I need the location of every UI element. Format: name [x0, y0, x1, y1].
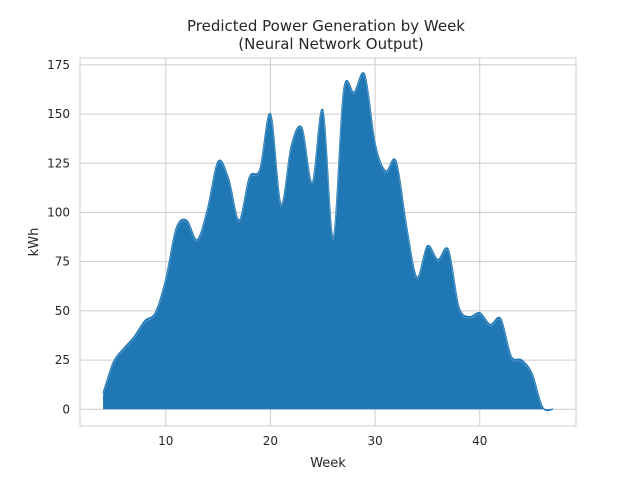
- y-tick-label: 50: [55, 304, 70, 318]
- y-tick-label: 175: [47, 58, 70, 72]
- y-tick-label: 75: [55, 255, 70, 269]
- x-tick-label: 30: [367, 434, 382, 448]
- y-tick-label: 150: [47, 107, 70, 121]
- area-series: [102, 72, 554, 413]
- chart-subtitle: (Neural Network Output): [238, 35, 423, 53]
- y-tick-label: 0: [62, 402, 70, 416]
- x-tick-label: 10: [158, 434, 173, 448]
- y-tick-label: 100: [47, 205, 70, 219]
- area-fill: [103, 72, 553, 411]
- x-tick-label: 40: [472, 434, 487, 448]
- y-tick-label: 25: [55, 353, 70, 367]
- axes-frame: [79, 57, 577, 427]
- chart-title: Predicted Power Generation by Week: [187, 17, 465, 35]
- x-tick-label: 20: [263, 434, 278, 448]
- tick-labels: 10 20 30 40 0 25 50 75 100 125 150 175: [47, 58, 487, 448]
- area-line: [102, 72, 554, 412]
- area-highlight: [102, 74, 554, 413]
- y-tick-label: 125: [47, 156, 70, 170]
- y-axis-label: kWh: [27, 228, 42, 257]
- x-axis-label: Week: [310, 456, 346, 471]
